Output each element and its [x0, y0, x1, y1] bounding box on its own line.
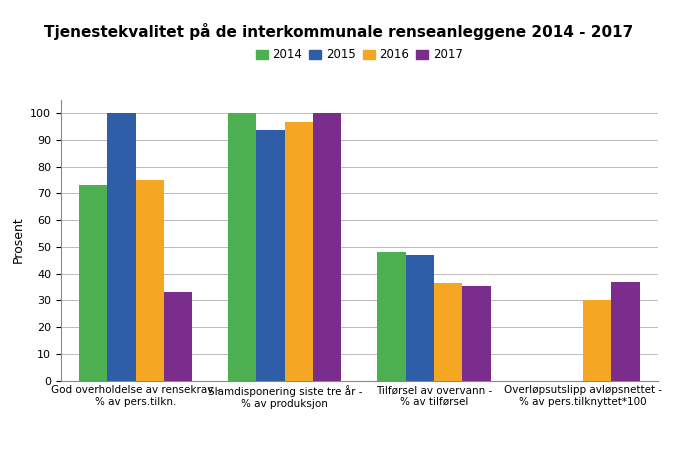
Bar: [377, 252, 405, 381]
Bar: [583, 300, 612, 381]
Legend: 2014, 2015, 2016, 2017: 2014, 2015, 2016, 2017: [252, 44, 467, 66]
Bar: [462, 285, 491, 381]
Y-axis label: Prosent: Prosent: [12, 217, 24, 264]
Bar: [313, 113, 342, 381]
Bar: [405, 255, 434, 381]
Bar: [434, 283, 462, 381]
Bar: [79, 185, 107, 381]
Bar: [228, 113, 256, 381]
Bar: [164, 292, 193, 381]
Bar: [107, 113, 136, 381]
Bar: [285, 122, 313, 381]
Text: Tjenestekvalitet på de interkommunale renseanleggene 2014 - 2017: Tjenestekvalitet på de interkommunale re…: [44, 23, 634, 40]
Bar: [256, 130, 285, 381]
Bar: [136, 180, 164, 381]
Bar: [612, 282, 640, 381]
